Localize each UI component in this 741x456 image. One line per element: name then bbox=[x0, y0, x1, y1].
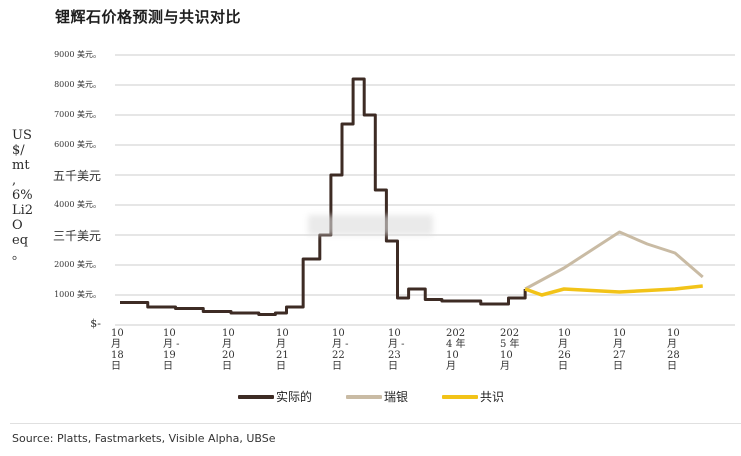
y-tick-label: 五千美元 bbox=[52, 169, 101, 183]
legend-item-ubs: 瑞银 bbox=[346, 388, 408, 405]
x-tick-label: 202 4 年 10 月 bbox=[446, 328, 466, 372]
series-consensus-line bbox=[524, 284, 703, 297]
legend-label-actual: 实际的 bbox=[276, 390, 313, 404]
series-actual-line bbox=[120, 77, 527, 316]
y-tick-label: 9000 美元。 bbox=[54, 50, 101, 59]
x-tick-label: 10 月 20 日 bbox=[222, 328, 235, 372]
legend-label-consensus: 共识 bbox=[480, 390, 505, 404]
y-tick-label: 4000 美元。 bbox=[54, 200, 101, 209]
legend-swatch-consensus bbox=[442, 394, 479, 399]
x-tick-label: 10 月 - 19 日 bbox=[163, 328, 180, 372]
y-axis-label: US $/ mt , 6% Li2 O eq 。 bbox=[12, 128, 34, 263]
y-tick-label: 三千美元 bbox=[52, 229, 101, 243]
legend: 实际的 瑞银 共识 bbox=[238, 388, 504, 405]
y-tick-label: 6000 美元。 bbox=[54, 140, 101, 149]
y-tick-label: 1000 美元。 bbox=[54, 290, 101, 299]
y-tick-label: $- bbox=[90, 317, 101, 330]
x-tick-label: 10 月 - 22 日 bbox=[332, 328, 349, 372]
x-tick-label: 10 月 27 日 bbox=[613, 328, 626, 372]
x-tick-label: 10 月 - 23 日 bbox=[388, 328, 405, 372]
x-tick-label: 10 月 28 日 bbox=[667, 328, 680, 372]
legend-item-consensus: 共识 bbox=[442, 388, 504, 405]
legend-item-actual: 实际的 bbox=[238, 388, 312, 405]
footer-divider bbox=[10, 423, 741, 424]
x-tick-label: 10 月 26 日 bbox=[558, 328, 571, 372]
chart-title: 锂辉石价格预测与共识对比 bbox=[55, 8, 242, 26]
source-note: Source: Platts, Fastmarkets, Visible Alp… bbox=[12, 432, 276, 445]
x-tick-label: 10 月 18 日 bbox=[111, 328, 124, 372]
y-tick-label: 7000 美元。 bbox=[54, 110, 101, 119]
legend-swatch-ubs bbox=[346, 394, 383, 399]
gridlines bbox=[115, 54, 735, 326]
blurred-watermark bbox=[308, 215, 433, 235]
x-tick-label: 10 月 21 日 bbox=[276, 328, 289, 372]
legend-swatch-actual bbox=[238, 394, 274, 399]
series-ubs-line bbox=[524, 230, 704, 291]
legend-label-ubs: 瑞银 bbox=[384, 390, 409, 404]
y-tick-label: 8000 美元。 bbox=[54, 80, 101, 89]
y-tick-label: 2000 美元。 bbox=[54, 260, 101, 269]
x-tick-label: 202 5 年 10 月 bbox=[500, 328, 520, 372]
